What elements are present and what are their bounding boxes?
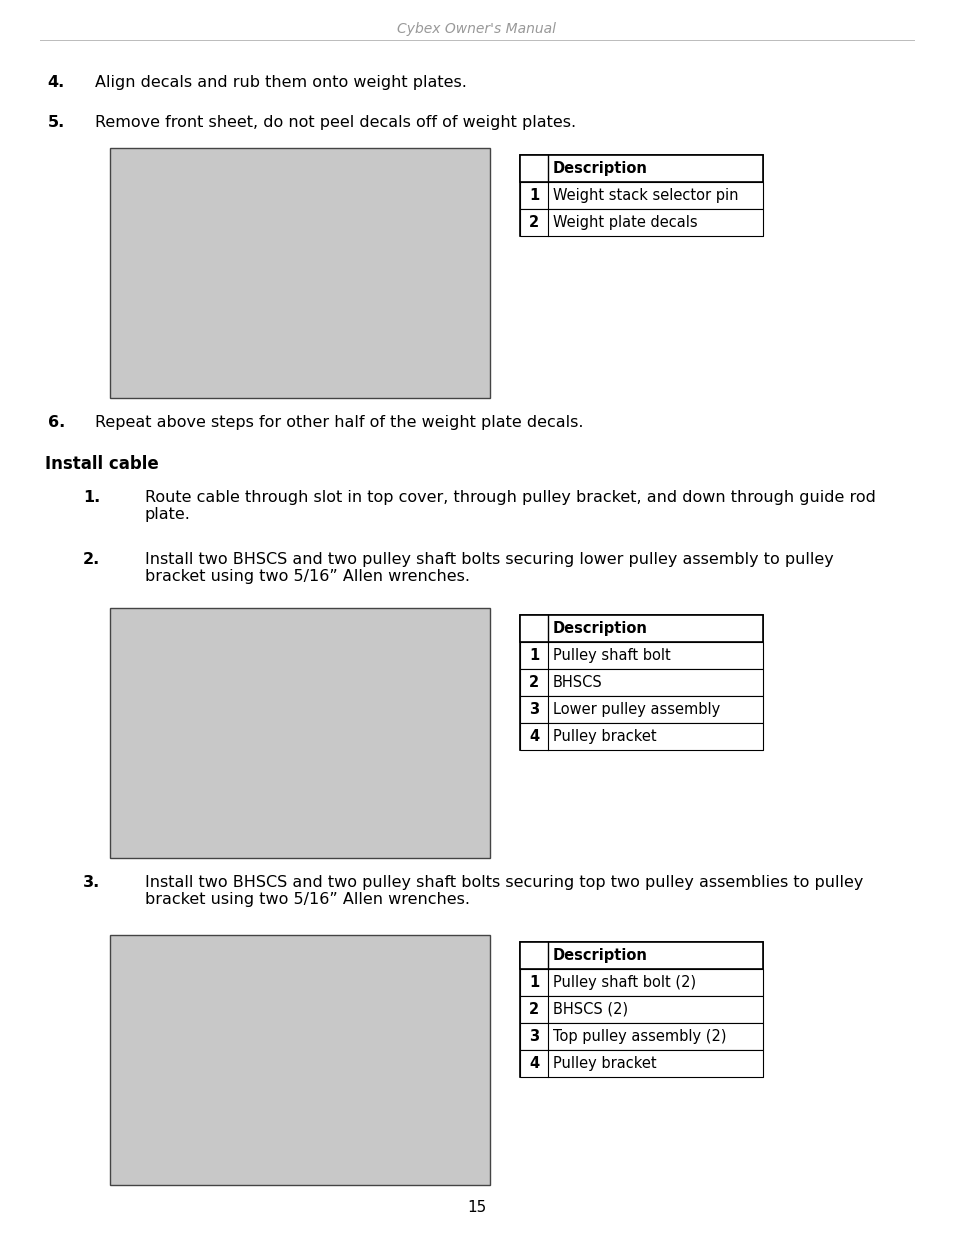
Text: Pulley shaft bolt: Pulley shaft bolt xyxy=(553,648,670,663)
Bar xyxy=(519,995,762,1023)
Bar xyxy=(519,209,762,236)
Bar xyxy=(519,1050,762,1077)
Bar xyxy=(110,935,490,1186)
Text: 2.: 2. xyxy=(83,552,100,567)
Bar xyxy=(519,182,762,209)
Bar xyxy=(519,722,762,750)
Bar xyxy=(110,608,490,858)
Text: 1.: 1. xyxy=(83,490,100,505)
Text: Description: Description xyxy=(553,948,647,963)
Bar xyxy=(519,156,762,182)
Text: 2: 2 xyxy=(528,1002,538,1016)
Text: 3.: 3. xyxy=(83,876,100,890)
Text: Cybex Owner's Manual: Cybex Owner's Manual xyxy=(397,22,556,36)
Bar xyxy=(519,969,762,995)
Text: Top pulley assembly (2): Top pulley assembly (2) xyxy=(553,1029,726,1044)
Text: 1: 1 xyxy=(528,648,538,663)
Text: 6.: 6. xyxy=(48,415,65,430)
Text: 2: 2 xyxy=(528,676,538,690)
Text: Pulley bracket: Pulley bracket xyxy=(553,1056,656,1071)
Bar xyxy=(519,1023,762,1050)
Bar xyxy=(519,942,762,969)
Bar xyxy=(519,697,762,722)
Bar xyxy=(519,615,762,750)
Text: Route cable through slot in top cover, through pulley bracket, and down through : Route cable through slot in top cover, t… xyxy=(145,490,875,522)
Text: 1: 1 xyxy=(528,974,538,990)
Text: 2: 2 xyxy=(528,215,538,230)
Text: BHSCS (2): BHSCS (2) xyxy=(553,1002,627,1016)
Text: Lower pulley assembly: Lower pulley assembly xyxy=(553,701,720,718)
Text: Install cable: Install cable xyxy=(45,454,158,473)
Bar xyxy=(519,156,762,236)
Text: Pulley shaft bolt (2): Pulley shaft bolt (2) xyxy=(553,974,696,990)
Text: 1: 1 xyxy=(528,188,538,203)
Text: Description: Description xyxy=(553,161,647,177)
Bar xyxy=(519,615,762,642)
Bar xyxy=(519,942,762,1077)
Bar xyxy=(519,642,762,669)
Text: 5.: 5. xyxy=(48,115,65,130)
Bar xyxy=(110,148,490,398)
Text: Install two BHSCS and two pulley shaft bolts securing top two pulley assemblies : Install two BHSCS and two pulley shaft b… xyxy=(145,876,862,908)
Text: 15: 15 xyxy=(467,1200,486,1215)
Text: 3: 3 xyxy=(528,1029,538,1044)
Text: BHSCS: BHSCS xyxy=(553,676,602,690)
Text: Weight plate decals: Weight plate decals xyxy=(553,215,697,230)
Text: Align decals and rub them onto weight plates.: Align decals and rub them onto weight pl… xyxy=(95,75,466,90)
Text: 4.: 4. xyxy=(48,75,65,90)
Text: Pulley bracket: Pulley bracket xyxy=(553,729,656,743)
Text: Repeat above steps for other half of the weight plate decals.: Repeat above steps for other half of the… xyxy=(95,415,583,430)
Text: Install two BHSCS and two pulley shaft bolts securing lower pulley assembly to p: Install two BHSCS and two pulley shaft b… xyxy=(145,552,833,584)
Text: 4: 4 xyxy=(528,729,538,743)
Text: Remove front sheet, do not peel decals off of weight plates.: Remove front sheet, do not peel decals o… xyxy=(95,115,576,130)
Bar xyxy=(519,669,762,697)
Text: Description: Description xyxy=(553,621,647,636)
Text: 3: 3 xyxy=(528,701,538,718)
Text: 4: 4 xyxy=(528,1056,538,1071)
Text: Weight stack selector pin: Weight stack selector pin xyxy=(553,188,738,203)
